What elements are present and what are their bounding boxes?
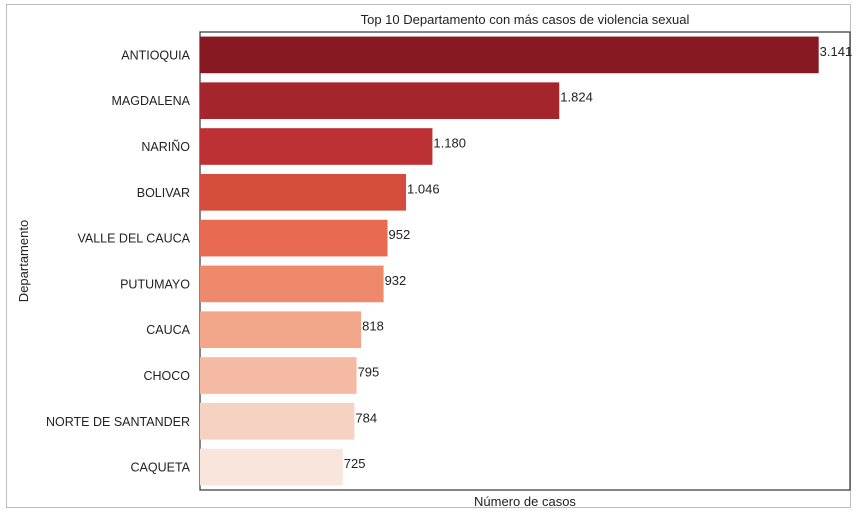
bar-magdalena (200, 82, 560, 120)
bar-putumayo (200, 265, 384, 303)
x-axis-label: Número de casos (474, 494, 576, 509)
y-tick-label: CAQUETA (131, 461, 191, 475)
y-tick-label: CHOCO (143, 369, 190, 383)
bar-value-label: 795 (358, 365, 380, 380)
y-tick-label: PUTUMAYO (120, 277, 190, 291)
bar-nariño (200, 128, 433, 165)
bar-value-label: 818 (362, 319, 384, 334)
y-tick-label: MAGDALENA (112, 94, 191, 108)
bar-value-label: 952 (389, 227, 411, 242)
bar-value-label: 725 (344, 456, 366, 471)
y-tick-label: CAUCA (146, 323, 190, 337)
plot-area (199, 31, 851, 491)
bar-antioquia (200, 36, 819, 74)
bar-value-label: 1.824 (560, 90, 593, 105)
chart-title: Top 10 Departamento con más casos de vio… (361, 12, 690, 27)
bar-bolivar (200, 173, 407, 211)
y-tick-label: BOLIVAR (137, 186, 190, 200)
y-tick-label: NORTE DE SANTANDER (46, 415, 190, 429)
bar-choco (200, 357, 357, 394)
bar-caqueta (200, 448, 343, 486)
bar-value-label: 932 (385, 273, 407, 288)
y-tick-label: NARIÑO (141, 140, 190, 154)
y-axis-label: Departamento (16, 220, 31, 302)
bar-cauca (200, 311, 362, 349)
bars-group: ANTIOQUIA 3.141 MAGDALENA 1.824 NARIÑO 1.180 B… (46, 36, 853, 486)
bar-value-label: 1.046 (407, 181, 440, 196)
y-tick-label: ANTIOQUIA (121, 48, 190, 62)
bar-value-label: 3.141 (820, 44, 853, 59)
bar-norte-de-santander (200, 402, 355, 440)
bar-value-label: 784 (355, 410, 377, 425)
y-tick-label: VALLE DEL CAUCA (77, 232, 190, 246)
bar-value-label: 1.180 (433, 136, 466, 151)
bar-valle-del-cauca (200, 219, 388, 257)
